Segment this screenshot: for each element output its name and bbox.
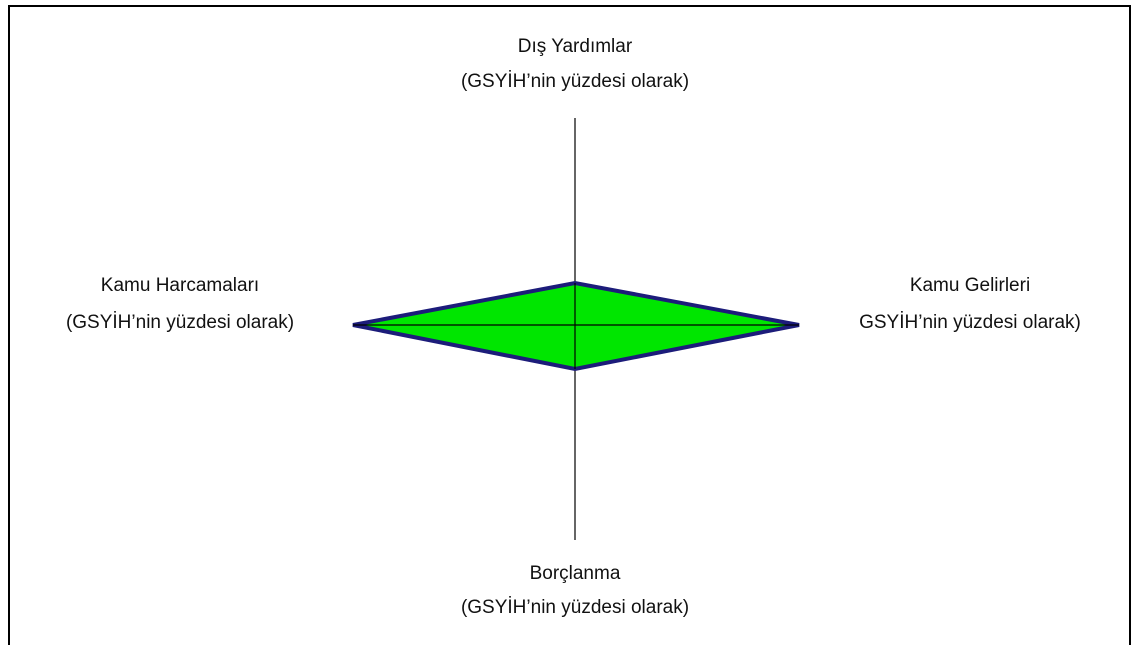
diamond <box>352 280 800 372</box>
axis-title: Borçlanma <box>530 563 621 584</box>
axis-title: Kamu Gelirleri <box>910 275 1030 296</box>
axis-subtitle: (GSYİH’nin yüzdesi olarak) <box>461 597 689 618</box>
axis-subtitle: GSYİH’nin yüzdesi olarak) <box>859 312 1081 333</box>
axis-title: Kamu Harcamaları <box>101 275 259 296</box>
axis-subtitle: (GSYİH’nin yüzdesi olarak) <box>461 71 689 92</box>
axis-title: Dış Yardımlar <box>518 36 633 57</box>
frame <box>8 5 1131 645</box>
axis-subtitle: (GSYİH’nin yüzdesi olarak) <box>66 312 294 333</box>
